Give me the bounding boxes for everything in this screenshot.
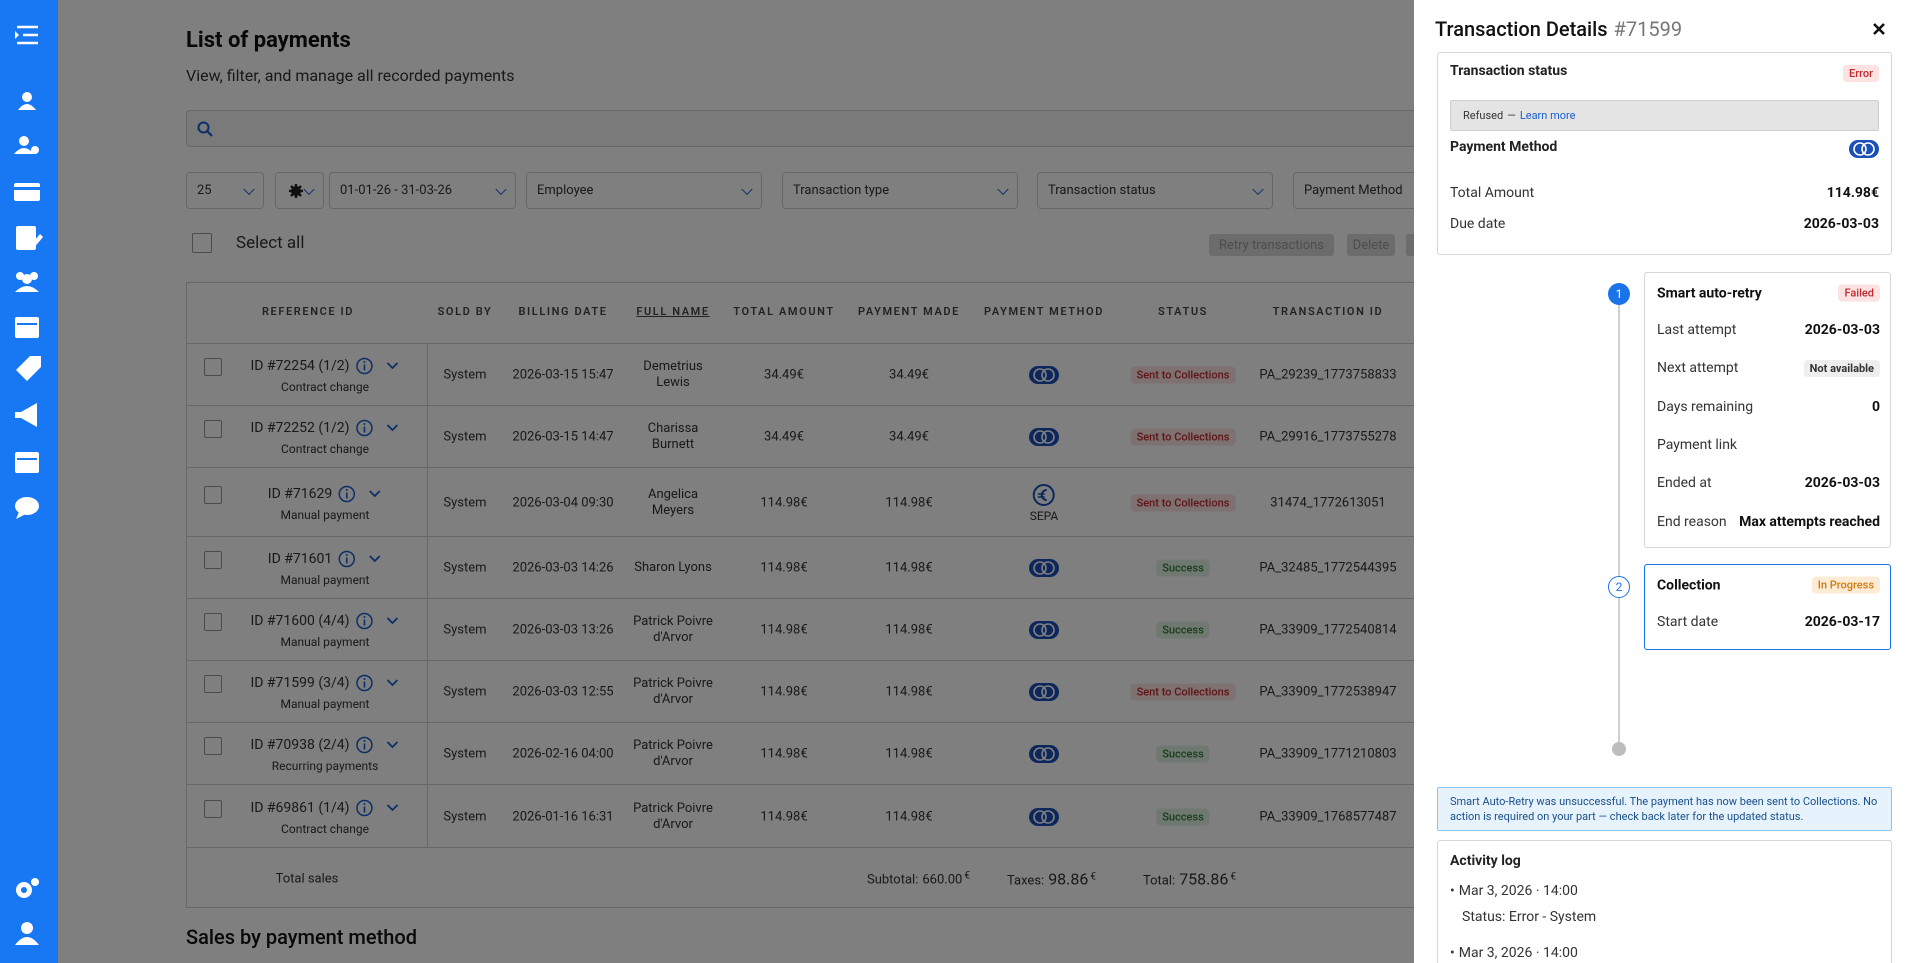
step-row-label: Last attempt: [1657, 322, 1737, 338]
card-icon[interactable]: [14, 183, 40, 201]
step-row: End reason Max attempts reached: [1657, 512, 1880, 532]
step-row-label: Ended at: [1657, 475, 1712, 492]
bullet: •: [1450, 883, 1455, 899]
summary-row: Total Amount 114.98€: [1450, 185, 1879, 201]
panel-title: Transaction Details #71599: [1435, 17, 1682, 41]
account-icon[interactable]: [15, 922, 39, 945]
refusal-bar: Refused — Learn more: [1450, 100, 1879, 131]
sidebar: [0, 0, 58, 963]
activity-log-card: Activity log • Mar 3, 2026 · 14:00 Status: …: [1437, 840, 1892, 963]
step-row-label: Days remaining: [1657, 398, 1754, 415]
step-row: Start date 2026-03-17: [1657, 612, 1880, 632]
tag-icon[interactable]: [16, 356, 41, 381]
step-row-label: End reason: [1657, 513, 1727, 530]
group-icon[interactable]: [15, 272, 39, 292]
step-card: Collection In Progress Start date 2026-03-1…: [1644, 564, 1891, 650]
calendar-grid-icon[interactable]: [15, 452, 39, 473]
document-icon[interactable]: [16, 226, 43, 250]
step-number: 2: [1608, 576, 1630, 598]
panel-transaction-id: #71599: [1613, 17, 1683, 41]
step-row-value: 0: [1871, 398, 1880, 415]
status-label: Transaction status: [1450, 63, 1568, 79]
learn-more-link[interactable]: Learn more: [1519, 109, 1576, 122]
step-row: Next attempt Not available: [1657, 358, 1880, 378]
overlay[interactable]: [58, 0, 1414, 963]
activity-time: Mar 3, 2026 · 14:00: [1458, 883, 1578, 899]
bullet: •: [1450, 945, 1455, 961]
step-row: Payment link: [1657, 435, 1880, 455]
step-badge: In Progress: [1811, 576, 1880, 594]
refusal-separator: —: [1507, 109, 1516, 122]
summary-content: Transaction status Error Refused — Learn mor…: [1450, 53, 1879, 254]
step-content: Collection In Progress Start date 2026-03-1…: [1657, 565, 1880, 649]
step-header: Smart auto-retry Failed: [1657, 284, 1880, 302]
activity-log-title: Activity log: [1450, 853, 1521, 869]
summary-label: Due date: [1450, 216, 1506, 232]
panel-title-text: Transaction Details: [1435, 17, 1608, 41]
step-row-label: Start date: [1657, 614, 1719, 630]
activity-entry: • Mar 3, 2026 · 14:00: [1450, 945, 1578, 961]
transaction-summary-card: Transaction status Error Refused — Learn mor…: [1437, 52, 1892, 255]
payment-method-label: Payment Method: [1450, 139, 1558, 155]
step-row-label: Payment link: [1657, 436, 1738, 453]
step-card: Smart auto-retry Failed Last attempt 2026-0…: [1644, 272, 1891, 548]
sidebar-icons: [14, 25, 43, 945]
user-settings-icon[interactable]: [14, 136, 39, 154]
refusal-reason: Refused: [1463, 109, 1504, 122]
status-badge: Error: [1843, 65, 1879, 82]
step-row-value: Max attempts reached: [1739, 513, 1880, 530]
activity-entry: • Mar 3, 2026 · 14:00: [1450, 883, 1578, 899]
step-badge: Failed: [1838, 284, 1880, 302]
close-button[interactable]: [1872, 22, 1886, 36]
notice: Smart Auto-Retry was unsuccessful. The p…: [1437, 787, 1892, 831]
summary-label: Total Amount: [1450, 185, 1535, 201]
step-title: Smart auto-retry: [1657, 285, 1762, 301]
step-header: Collection In Progress: [1657, 576, 1880, 594]
step-row-value: 2026-03-03: [1804, 322, 1880, 338]
step-row-value: 2026-03-17: [1804, 614, 1880, 630]
summary-row: Due date 2026-03-03: [1450, 216, 1879, 232]
chat-icon[interactable]: [15, 497, 39, 519]
step-content: Smart auto-retry Failed Last attempt 2026-0…: [1657, 273, 1880, 547]
timeline-line: [1618, 300, 1620, 749]
step-row-label: Next attempt: [1657, 360, 1739, 377]
settings-icon[interactable]: [16, 878, 39, 898]
step-row: Last attempt 2026-03-03: [1657, 320, 1880, 340]
step-number: 1: [1608, 283, 1630, 305]
activity-detail: Status: Error - System: [1462, 909, 1597, 925]
transaction-details-panel: Transaction Details #71599 Transaction sta…: [1414, 0, 1909, 963]
step-title: Collection: [1657, 577, 1721, 593]
step-row-badge: Not available: [1803, 359, 1880, 377]
step-row-value: 2026-03-03: [1804, 475, 1880, 492]
step-row: Days remaining 0: [1657, 397, 1880, 417]
menu-icon[interactable]: [15, 25, 38, 45]
timeline-end: [1612, 742, 1626, 756]
megaphone-icon[interactable]: [15, 403, 37, 427]
mastercard-icon: [1849, 140, 1879, 158]
step-row: Ended at 2026-03-03: [1657, 473, 1880, 493]
calendar-icon[interactable]: [15, 317, 39, 338]
summary-value: 2026-03-03: [1803, 216, 1879, 232]
user-icon[interactable]: [18, 92, 36, 110]
activity-time: Mar 3, 2026 · 14:00: [1458, 945, 1578, 961]
summary-value: 114.98€: [1826, 185, 1879, 201]
